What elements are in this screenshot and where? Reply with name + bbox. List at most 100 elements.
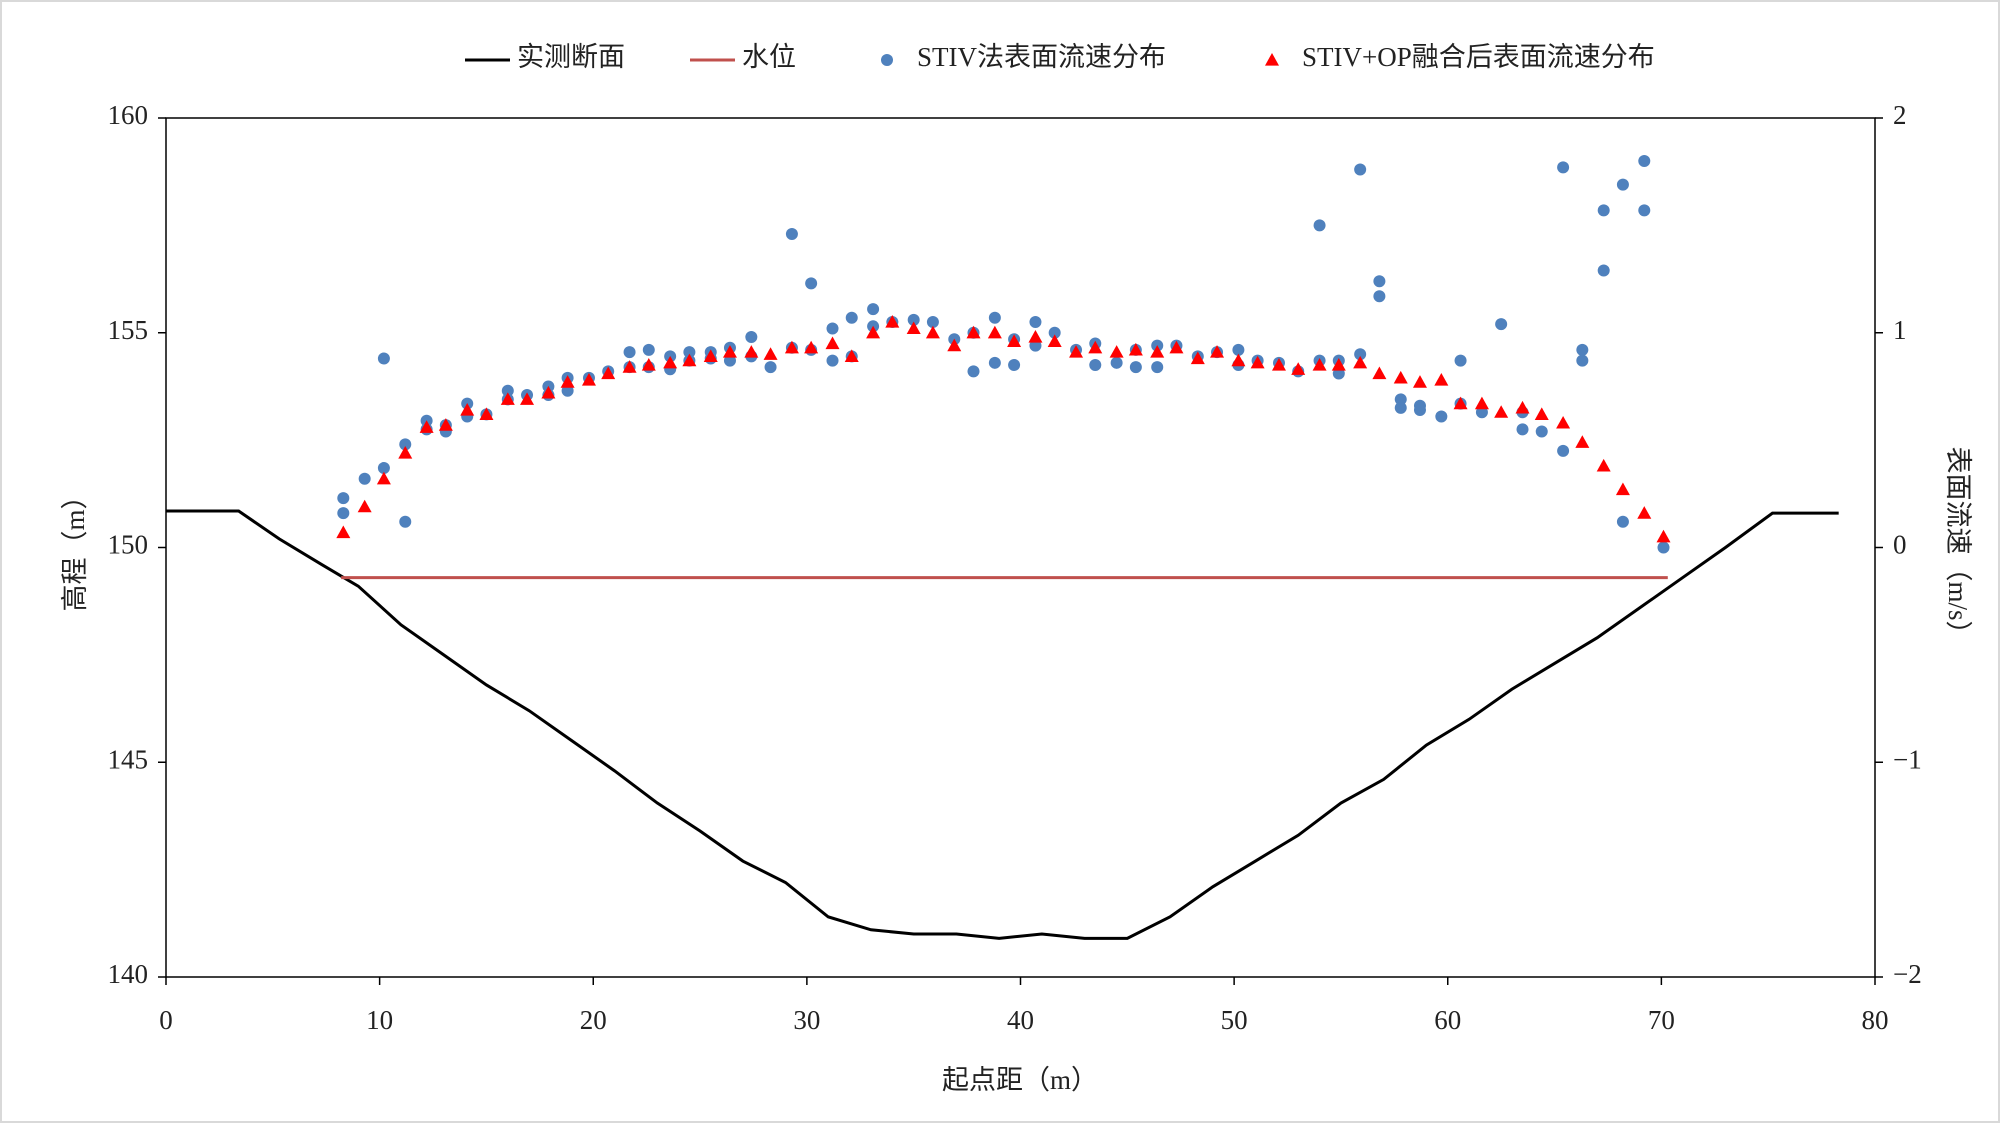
triangle-point [866, 325, 881, 339]
circle-point [337, 492, 350, 505]
circle-point [642, 343, 655, 356]
triangle-point [1150, 345, 1165, 358]
triangle-point [1474, 396, 1489, 410]
circle-point [1576, 343, 1589, 356]
triangle-point [520, 392, 535, 405]
circle-point [907, 313, 920, 326]
triangle-point [438, 418, 453, 431]
triangle-point [663, 355, 678, 369]
legend-swatch [881, 54, 893, 66]
triangle-point [703, 349, 718, 362]
triangle-point [1434, 372, 1449, 386]
triangle-point [1534, 407, 1549, 420]
legend-label: 实测断面 [517, 42, 625, 72]
triangle-point [460, 403, 475, 416]
circle-point [1232, 343, 1245, 356]
triangle-point [1069, 345, 1084, 358]
circle-point [988, 356, 1001, 369]
triangle-point [722, 345, 737, 358]
circle-point [1151, 361, 1164, 374]
triangle-point [376, 471, 391, 485]
triangle-point [1210, 345, 1225, 358]
triangle-point [1615, 482, 1630, 496]
series-line [166, 509, 1839, 940]
circle-point [1557, 444, 1570, 457]
triangle-point [1515, 400, 1530, 414]
triangle-point [1109, 345, 1124, 358]
circle-point [1616, 178, 1629, 191]
circle-point [1495, 318, 1508, 331]
circle-point [1557, 161, 1570, 174]
y2-tick-label: 1 [1893, 315, 1907, 345]
legend-swatch [1265, 53, 1279, 66]
triangle-point [906, 321, 921, 335]
y-tick-label: 140 [108, 959, 149, 989]
triangle-point [1128, 342, 1143, 356]
triangle-point [1637, 506, 1652, 519]
circle-point [1354, 163, 1367, 176]
x-axis-label: 起点距（m） [942, 1065, 1098, 1095]
triangle-point [560, 375, 575, 388]
circle-point [1597, 204, 1610, 217]
triangle-point [1372, 366, 1387, 380]
triangle-point [1331, 357, 1346, 371]
y-tick-label: 145 [108, 744, 149, 774]
triangle-point [1250, 355, 1265, 369]
circle-point [1008, 358, 1021, 371]
triangle-point [1556, 415, 1571, 429]
x-tick-label: 40 [1007, 1005, 1034, 1035]
triangle-point [784, 340, 799, 354]
circle-point [683, 346, 696, 359]
circle-point [337, 507, 350, 520]
x-tick-label: 60 [1434, 1005, 1461, 1035]
y2-tick-label: −2 [1893, 959, 1922, 989]
x-tick-label: 50 [1221, 1005, 1248, 1035]
circle-point [1638, 204, 1651, 217]
triangle-point [479, 407, 494, 420]
circle-point [1394, 393, 1407, 406]
x-tick-label: 10 [366, 1005, 393, 1035]
circle-point [1535, 425, 1548, 438]
circle-point [1657, 541, 1670, 554]
triangle-point [336, 525, 351, 539]
circle-point [399, 515, 412, 528]
circle-point [1597, 264, 1610, 277]
triangle-point [601, 366, 616, 380]
circle-point [377, 352, 390, 365]
triangle-point [1190, 351, 1205, 365]
y-tick-label: 150 [108, 530, 149, 560]
circle-point [501, 384, 514, 397]
triangle-point [1453, 396, 1468, 410]
x-tick-label: 20 [580, 1005, 607, 1035]
triangle-point [844, 349, 859, 362]
triangle-point [1412, 375, 1427, 388]
triangle-point [419, 420, 434, 433]
circle-point [1373, 275, 1386, 288]
triangle-point [641, 357, 656, 371]
triangle-point [1393, 370, 1408, 384]
circle-point [623, 346, 636, 359]
triangle-point [398, 446, 413, 459]
circle-point [1435, 410, 1448, 423]
triangle-point [1656, 529, 1671, 543]
circle-point [399, 438, 412, 451]
circle-point [745, 331, 758, 344]
circle-point [1638, 154, 1651, 167]
circle-point [1110, 356, 1123, 369]
circle-point [1373, 290, 1386, 303]
triangle-point [1596, 458, 1611, 472]
circle-point [764, 361, 777, 374]
triangle-point [987, 325, 1002, 339]
y-axis-label: 高程（m） [60, 482, 90, 611]
y2-tick-label: 2 [1893, 100, 1907, 130]
triangle-point [1353, 355, 1368, 369]
circle-point [1313, 219, 1326, 232]
triangle-point [1007, 334, 1022, 347]
circle-point [967, 365, 980, 378]
x-tick-label: 30 [793, 1005, 820, 1035]
triangle-point [1231, 353, 1246, 367]
y2-axis-label: 表面流速（m/s） [1943, 446, 1973, 647]
circle-point [845, 311, 858, 324]
